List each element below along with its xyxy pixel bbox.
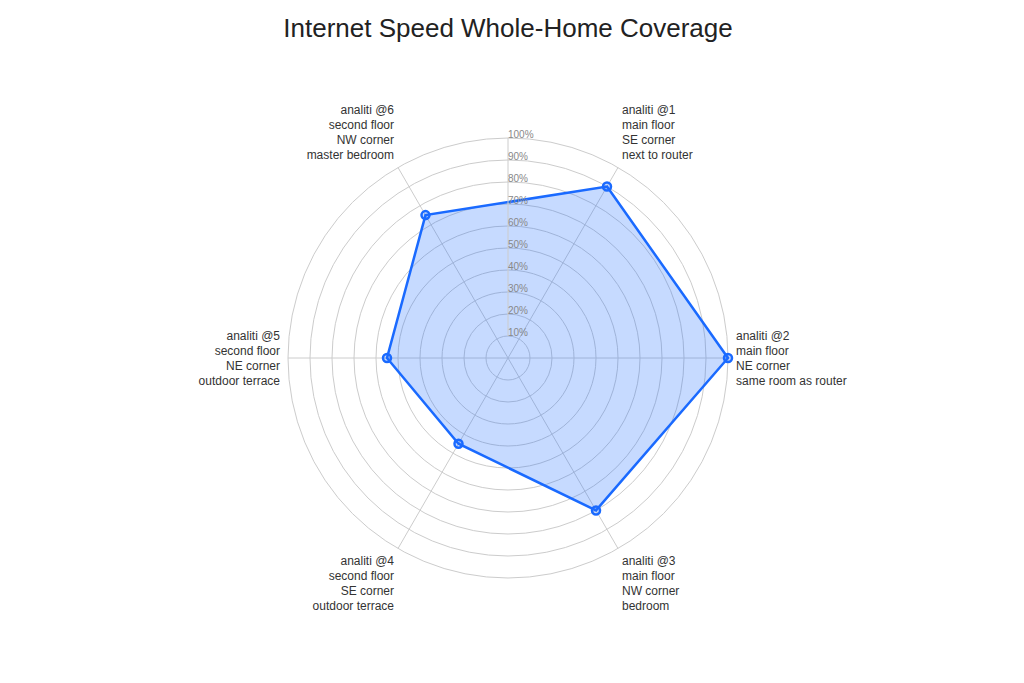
svg-text:analiti @6second floorNW corne: analiti @6second floorNW cornermaster be… [307,103,395,162]
svg-text:70%: 70% [508,195,528,206]
svg-text:analiti @1main floorSE cornern: analiti @1main floorSE cornernext to rou… [622,103,693,162]
svg-text:10%: 10% [508,327,528,338]
svg-text:30%: 30% [508,283,528,294]
svg-text:90%: 90% [508,151,528,162]
svg-text:100%: 100% [508,129,534,140]
html-text:Internet Speed Whole-Home Cove: Internet Speed Whole-Home Coverage [283,13,733,43]
svg-text:40%: 40% [508,261,528,272]
svg-text:analiti @2main floorNE corners: analiti @2main floorNE cornersame room a… [736,329,847,388]
svg-text:analiti @3main floorNW cornerb: analiti @3main floorNW cornerbedroom [622,554,679,613]
svg-text:50%: 50% [508,239,528,250]
svg-text:analiti @5second floorNE corne: analiti @5second floorNE corneroutdoor t… [199,329,281,388]
svg-text:20%: 20% [508,305,528,316]
svg-text:80%: 80% [508,173,528,184]
svg-text:60%: 60% [508,217,528,228]
svg-text:analiti @4second floorSE corne: analiti @4second floorSE corneroutdoor t… [313,554,395,613]
